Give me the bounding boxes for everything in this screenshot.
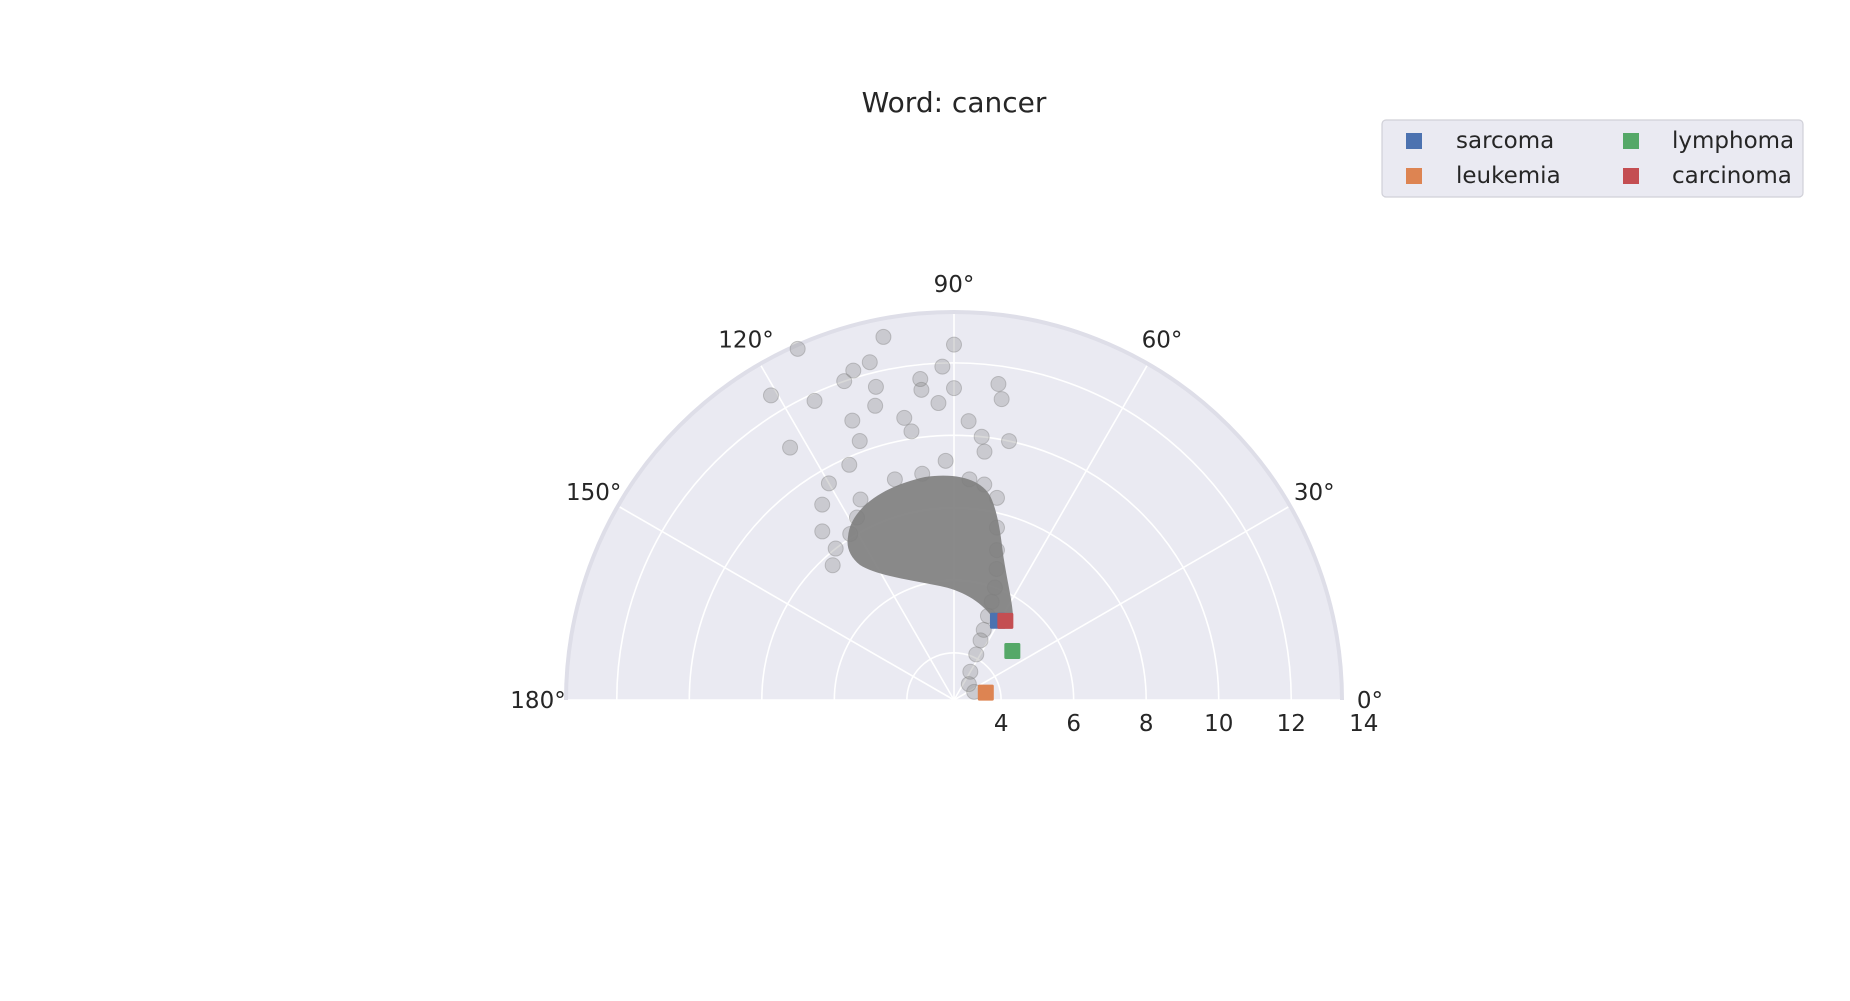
scatter-point-21 (913, 381, 930, 398)
scatter-point-32 (842, 525, 859, 542)
scatter-point-41 (988, 519, 1005, 536)
scatter-point-16 (844, 412, 861, 429)
scatter-point-13 (993, 391, 1010, 408)
scatter-point-7 (806, 392, 823, 409)
scatter-point-31 (848, 509, 865, 526)
legend-entry-leukemia: leukemia (1406, 163, 1561, 189)
scatter-point-35 (886, 471, 903, 488)
scatter-point-37 (937, 452, 954, 469)
scatter-point-25 (960, 413, 977, 430)
theta-tick-label-180: 180° (510, 688, 565, 714)
scatter-point-6 (762, 387, 779, 404)
legend-swatch-leukemia (1406, 168, 1422, 184)
scatter-point-36 (914, 465, 931, 482)
scatter-point-23 (896, 409, 913, 426)
r-tick-label-4: 12 (1277, 711, 1306, 737)
scatter-point-44 (986, 579, 1003, 596)
scatter-point-10 (934, 358, 951, 375)
scatter-point-45 (983, 593, 1000, 610)
legend-label-leukemia: leukemia (1456, 163, 1561, 189)
legend-swatch-lymphoma (1623, 133, 1639, 149)
scatter-point-4 (836, 373, 853, 390)
legend-entry-carcinoma: carcinoma (1623, 163, 1792, 189)
r-tick-label-1: 6 (1066, 711, 1081, 737)
legend-entry-sarcoma: sarcoma (1406, 128, 1554, 154)
scatter-point-24 (973, 428, 990, 445)
scatter-point-34 (824, 557, 841, 574)
scatter-point-49 (968, 646, 985, 663)
theta-tick-label-60: 60° (1142, 328, 1183, 354)
scatter-point-27 (976, 443, 993, 460)
scatter-point-19 (814, 496, 831, 513)
scatter-point-12 (990, 376, 1007, 393)
marker-lymphoma-0 (1004, 643, 1021, 660)
scatter-point-2 (789, 340, 806, 357)
scatter-point-11 (946, 380, 962, 397)
scatter-point-18 (820, 475, 837, 492)
scatter-point-50 (962, 663, 979, 680)
scatter-point-3 (845, 362, 862, 379)
r-tick-label-5: 14 (1349, 711, 1378, 737)
chart-title: Word: cancer (862, 86, 1047, 119)
plot-area: 0° 30° 60° 90° 120° 150° 180° 4 6 8 10 12 14 (510, 272, 1383, 737)
legend-label-lymphoma: lymphoma (1672, 128, 1794, 154)
r-tick-label-0: 4 (994, 711, 1009, 737)
scatter-point-40 (988, 489, 1005, 506)
scatter-point-26 (1001, 433, 1018, 450)
scatter-point-30 (852, 491, 869, 508)
scatter-point-39 (976, 476, 993, 493)
scatter-point-22 (930, 395, 947, 412)
scatter-point-20 (814, 523, 831, 540)
marker-leukemia-0 (977, 684, 994, 701)
scatter-point-33 (827, 540, 844, 557)
scatter-point-15 (867, 397, 884, 414)
scatter-point-28 (903, 423, 920, 440)
scatter-point-42 (988, 542, 1005, 559)
theta-tick-label-150: 150° (566, 480, 621, 506)
theta-tick-label-90: 90° (934, 272, 975, 298)
scatter-point-0 (946, 336, 962, 353)
theta-gridline-1 (953, 505, 1291, 701)
scatter-point-14 (912, 371, 929, 388)
scatter-point-8 (782, 439, 799, 456)
r-tick-label-2: 8 (1139, 711, 1154, 737)
scatter-point-5 (867, 378, 884, 395)
scatter-point-17 (841, 456, 858, 473)
scatter-point-38 (961, 471, 978, 488)
scatter-point-48 (972, 632, 989, 649)
legend: sarcoma leukemia lymphoma carcinoma (1381, 119, 1804, 198)
legend-frame (1381, 119, 1804, 198)
theta-tick-label-0: 0° (1357, 688, 1383, 714)
legend-swatch-sarcoma (1406, 133, 1422, 149)
legend-label-carcinoma: carcinoma (1672, 163, 1792, 189)
theta-tick-label-30: 30° (1294, 480, 1335, 506)
scatter-core-cluster (847, 475, 1013, 625)
theta-gridline-2 (953, 363, 1149, 701)
marker-carcinoma-0 (997, 612, 1014, 629)
scatter-point-47 (975, 621, 992, 638)
legend-swatch-carcinoma (1623, 168, 1639, 184)
polar-frame (564, 310, 1344, 701)
legend-label-sarcoma: sarcoma (1456, 128, 1554, 154)
scatter-point-51 (960, 676, 977, 693)
scatter-point-1 (875, 328, 892, 345)
theta-tick-label-120: 120° (718, 328, 773, 354)
scatter-point-43 (988, 560, 1005, 577)
legend-entry-lymphoma: lymphoma (1623, 128, 1794, 154)
theta-gridline-5 (617, 505, 955, 701)
scatter-point-9 (861, 354, 878, 371)
scatter-point-29 (851, 433, 868, 450)
r-tick-label-3: 10 (1204, 711, 1233, 737)
